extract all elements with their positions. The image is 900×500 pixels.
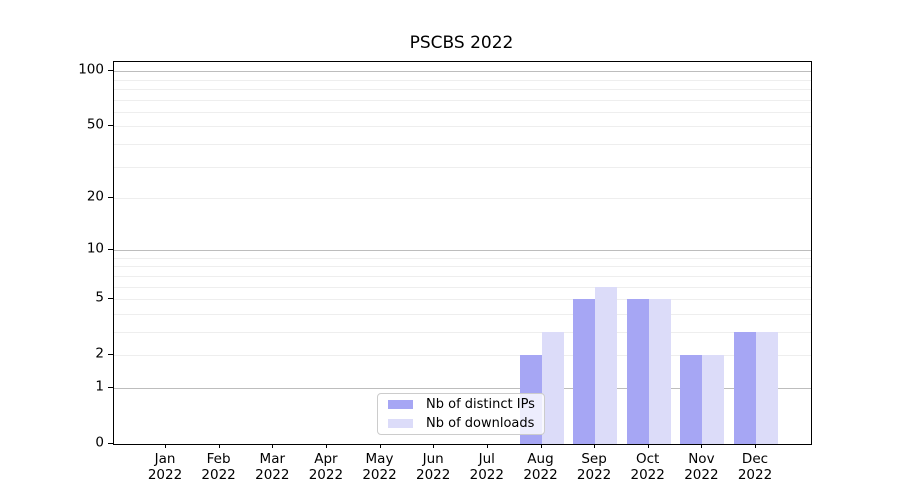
gridline-minor-5	[114, 299, 811, 301]
ytick-mark-1	[108, 387, 113, 388]
gridline-minor-90	[114, 79, 811, 81]
gridline-minor-70	[114, 99, 811, 101]
gridline-minor-8	[114, 266, 811, 268]
legend: Nb of distinct IPs Nb of downloads	[377, 393, 545, 435]
gridline-minor-20	[114, 198, 811, 199]
gridline-minor-7	[114, 276, 811, 277]
legend-item-downloads: Nb of downloads	[385, 416, 537, 432]
xtick-label-jan: Jan 2022	[147, 451, 183, 483]
gridline-major-1	[114, 388, 811, 389]
xtick-label-feb: Feb 2022	[201, 451, 236, 483]
gridline-minor-30	[114, 166, 811, 168]
xtick-label-oct: Oct 2022	[630, 451, 665, 483]
xtick-label-jun: Jun 2022	[416, 451, 451, 483]
xtick-mark-aug	[540, 444, 542, 448]
gridline-minor-2	[114, 355, 811, 357]
ytick-label-10: 10	[86, 240, 104, 257]
xtick-mark-jul	[486, 444, 488, 448]
bar-distinct-ips-oct	[626, 299, 649, 444]
bar-distinct-ips-sep	[573, 299, 596, 444]
gridline-minor-60	[114, 111, 811, 113]
bar-distinct-ips-dec	[734, 332, 756, 444]
gridline-minor-80	[114, 88, 811, 90]
xtick-mark-apr	[325, 444, 327, 448]
xtick-mark-feb	[218, 444, 220, 448]
bar-downloads-sep	[595, 286, 618, 444]
bar-downloads-dec	[756, 332, 778, 444]
xtick-label-mar: Mar 2022	[255, 451, 290, 483]
xtick-mark-nov	[701, 444, 703, 448]
gridline-minor-3	[114, 332, 811, 333]
bar-downloads-oct	[648, 299, 671, 444]
xtick-mark-may	[379, 444, 381, 448]
gridline-minor-6	[114, 286, 811, 288]
xtick-label-nov: Nov 2022	[684, 451, 719, 483]
gridline-major-10	[114, 250, 811, 252]
ytick-mark-100	[108, 70, 113, 72]
xtick-label-sep: Sep 2022	[576, 451, 612, 483]
ytick-label-5: 5	[95, 289, 104, 306]
ytick-mark-0	[108, 443, 113, 444]
gridline-minor-4	[114, 313, 811, 315]
xtick-mark-jun	[433, 444, 435, 448]
plot-area	[113, 61, 812, 445]
xtick-mark-jan	[165, 444, 166, 448]
bar-downloads-nov	[702, 355, 725, 444]
ytick-label-1: 1	[95, 378, 104, 395]
bar-downloads-aug	[541, 332, 564, 444]
ytick-mark-50	[108, 125, 113, 127]
ytick-mark-10	[108, 249, 113, 251]
xtick-label-aug: Aug 2022	[523, 451, 558, 483]
legend-swatch-distinct-ips	[388, 400, 413, 410]
xtick-label-apr: Apr 2022	[308, 451, 344, 483]
bar-distinct-ips-nov	[680, 355, 703, 444]
xtick-label-may: May 2022	[362, 451, 397, 483]
xtick-mark-dec	[755, 444, 756, 448]
legend-item-distinct-ips: Nb of distinct IPs	[385, 397, 537, 413]
ytick-label-100: 100	[78, 61, 104, 78]
xtick-mark-mar	[272, 444, 274, 448]
legend-swatch-downloads	[388, 418, 413, 428]
gridline-minor-9	[114, 257, 811, 259]
legend-label-distinct-ips: Nb of distinct IPs	[426, 396, 535, 412]
ytick-label-50: 50	[86, 116, 104, 133]
xtick-label-dec: Dec 2022	[737, 451, 773, 483]
ytick-label-20: 20	[86, 188, 104, 205]
ytick-mark-20	[108, 197, 113, 198]
gridline-minor-50	[114, 126, 811, 128]
ytick-label-0: 0	[95, 434, 104, 451]
xtick-label-jul: Jul 2022	[469, 451, 504, 483]
xtick-mark-oct	[647, 444, 649, 448]
ytick-label-2: 2	[95, 345, 104, 362]
xtick-mark-sep	[594, 444, 596, 448]
chart-title: PSCBS 2022	[409, 33, 514, 53]
legend-label-downloads: Nb of downloads	[426, 415, 535, 431]
ytick-mark-2	[108, 354, 113, 356]
ytick-mark-5	[108, 298, 113, 300]
gridline-minor-40	[114, 143, 811, 145]
gridline-major-100	[114, 71, 811, 73]
